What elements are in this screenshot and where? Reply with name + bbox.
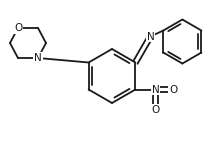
Text: O: O	[169, 85, 178, 95]
Text: O: O	[151, 104, 160, 115]
Text: N: N	[152, 85, 159, 95]
Text: N: N	[34, 53, 42, 63]
Text: O: O	[14, 23, 22, 33]
Text: N: N	[147, 32, 154, 42]
